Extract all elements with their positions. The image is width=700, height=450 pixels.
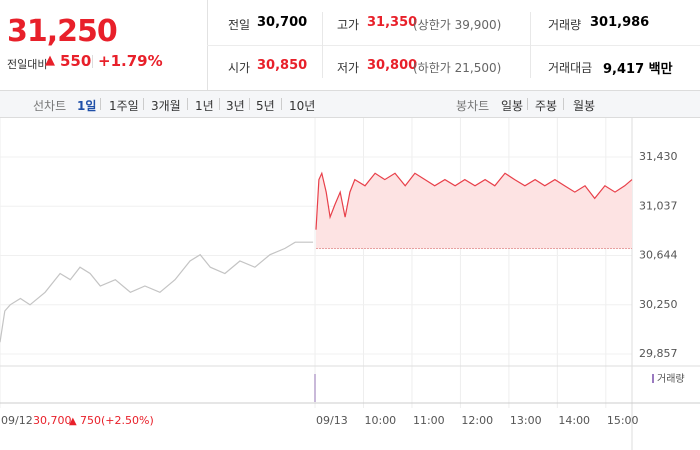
stats-separator xyxy=(207,45,700,46)
stat-value: 301,986 xyxy=(590,15,650,30)
tab-bar xyxy=(0,90,700,118)
tab[interactable]: 3개월 xyxy=(151,99,181,113)
stat-value: 31,350 xyxy=(367,15,418,30)
stats-separator xyxy=(322,12,323,78)
y-tick-label: 31,430 xyxy=(639,150,678,163)
divider xyxy=(92,55,93,68)
stats-separator xyxy=(530,12,531,78)
stat-label: 고가 xyxy=(337,18,360,32)
legend-icon xyxy=(652,374,654,383)
price-line xyxy=(0,241,314,343)
prev-change: 750 xyxy=(80,414,101,427)
tab[interactable]: 주봉 xyxy=(535,99,558,113)
chart: 거래량 30,700 ▲ 750 (+2.50%) 31,430 31,037 30… xyxy=(0,118,700,450)
tab[interactable]: 10년 xyxy=(289,99,316,113)
stat-extra: (하한가 21,500) xyxy=(413,61,502,75)
tab[interactable]: 1년 xyxy=(195,99,214,113)
x-tick-label: 15:00 xyxy=(607,414,639,427)
x-tick-label: 14:00 xyxy=(558,414,590,427)
tab[interactable]: 일봉 xyxy=(501,99,524,113)
x-tick-label: 11:00 xyxy=(413,414,445,427)
stat-label: 시가 xyxy=(228,61,251,75)
stat-value: 30,700 xyxy=(257,15,308,30)
x-tick-label: 12:00 xyxy=(461,414,493,427)
tab-separator xyxy=(187,98,188,110)
current-price: 31,250 xyxy=(7,14,118,49)
x-tick-label: 10:00 xyxy=(364,414,396,427)
stat-extra: (상한가 39,900) xyxy=(413,18,502,32)
tab-separator xyxy=(143,98,144,110)
price-line xyxy=(315,171,633,230)
stat-label: 거래대금 xyxy=(548,61,593,75)
stat-value: 30,850 xyxy=(257,58,308,73)
prev-close: 30,700 xyxy=(33,414,72,427)
change-arrow: ▲ xyxy=(45,53,55,68)
area xyxy=(316,173,632,249)
prev-arrow: ▲ xyxy=(69,416,77,427)
tab-separator xyxy=(281,98,282,110)
change-pct: +1.79% xyxy=(98,52,163,70)
stat-label: 저가 xyxy=(337,61,360,75)
y-tick-label: 31,037 xyxy=(639,199,678,212)
y-tick-label: 30,644 xyxy=(639,248,678,261)
tab[interactable]: 1주일 xyxy=(109,99,139,113)
tab[interactable]: 5년 xyxy=(256,99,275,113)
tab[interactable]: 월봉 xyxy=(573,99,596,113)
change-label: 전일대비 xyxy=(7,58,48,71)
tab-separator xyxy=(563,98,564,110)
tab-group-label: 봉차트 xyxy=(456,99,490,113)
tab-separator xyxy=(249,98,250,110)
change: 550 xyxy=(60,52,92,70)
stat-label: 전일 xyxy=(228,18,251,32)
x-tick-label: 09/12 xyxy=(1,414,33,427)
tab[interactable]: 3년 xyxy=(226,99,245,113)
tab[interactable]: 1일 xyxy=(77,99,97,113)
tab-separator xyxy=(219,98,220,110)
stat-value: 9,417 백만 xyxy=(603,62,673,77)
legend-label: 거래량 xyxy=(657,373,685,385)
prev-change-pct: (+2.50%) xyxy=(101,414,154,427)
x-tick-label: 13:00 xyxy=(510,414,542,427)
tab-group-label: 선차트 xyxy=(33,99,67,113)
y-tick-label: 30,250 xyxy=(639,298,678,311)
tab-separator xyxy=(527,98,528,110)
stat-value: 30,800 xyxy=(367,58,418,73)
y-tick-label: 29,857 xyxy=(639,347,678,360)
x-tick-label: 09/13 xyxy=(316,414,348,427)
stat-label: 거래량 xyxy=(548,18,582,32)
tab-separator xyxy=(100,98,101,110)
volume-bar xyxy=(314,374,316,402)
